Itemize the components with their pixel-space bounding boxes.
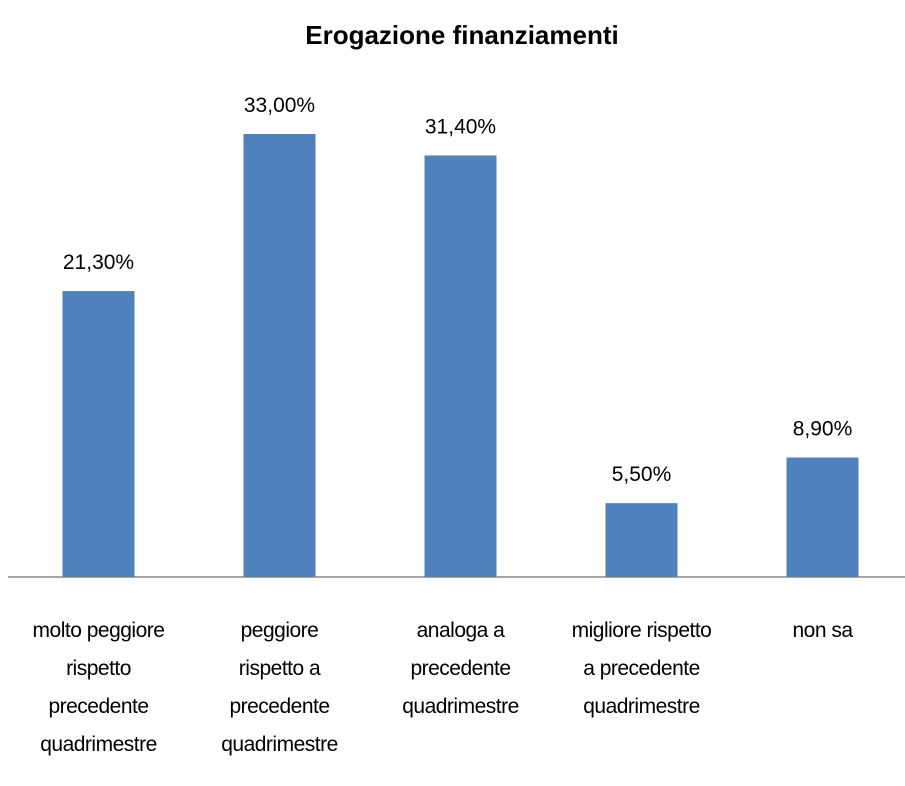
data-label: 21,30% bbox=[63, 251, 134, 274]
x-tick-label: analoga a precedente quadrimestre bbox=[402, 619, 519, 718]
x-tick-label: molto peggiore rispetto precedente quadr… bbox=[32, 619, 165, 756]
bar bbox=[605, 503, 678, 577]
data-label: 33,00% bbox=[244, 94, 315, 117]
chart-title: Erogazione finanziamenti bbox=[305, 20, 619, 50]
x-tick-label: peggiore rispetto a precedente quadrimes… bbox=[221, 619, 338, 756]
data-label: 5,50% bbox=[612, 463, 672, 486]
bar bbox=[62, 291, 135, 577]
bar bbox=[424, 155, 497, 577]
bar bbox=[786, 457, 859, 577]
data-label: 8,90% bbox=[793, 418, 853, 441]
x-tick-label: non sa bbox=[792, 619, 853, 642]
bar bbox=[243, 134, 316, 577]
x-tick-label: migliore rispetto a precedente quadrimes… bbox=[571, 619, 712, 718]
data-label: 31,40% bbox=[425, 115, 496, 138]
